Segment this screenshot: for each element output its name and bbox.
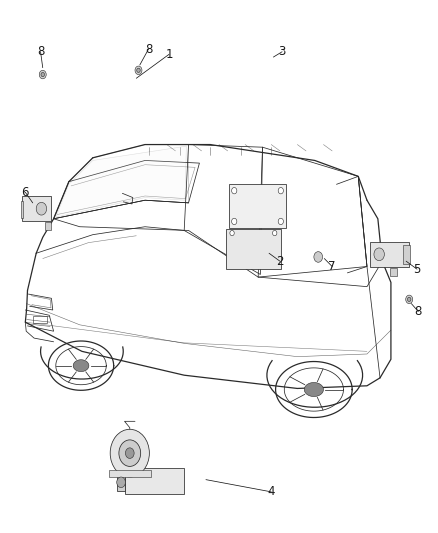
Circle shape <box>41 72 45 77</box>
Polygon shape <box>56 146 186 217</box>
Bar <box>33 317 47 322</box>
Polygon shape <box>304 383 323 397</box>
Circle shape <box>230 230 234 236</box>
Polygon shape <box>22 196 51 221</box>
Text: 4: 4 <box>268 486 275 498</box>
Text: 1: 1 <box>165 48 173 61</box>
Text: 3: 3 <box>279 45 286 58</box>
Text: 2: 2 <box>276 255 284 268</box>
Circle shape <box>314 252 322 262</box>
Circle shape <box>36 203 47 215</box>
Text: 7: 7 <box>328 260 336 273</box>
Circle shape <box>137 68 140 72</box>
Circle shape <box>119 440 141 466</box>
Polygon shape <box>403 245 410 264</box>
Polygon shape <box>371 241 409 266</box>
Text: 8: 8 <box>37 45 44 58</box>
Circle shape <box>406 295 413 304</box>
Text: 8: 8 <box>415 305 422 318</box>
Circle shape <box>278 218 283 224</box>
Circle shape <box>232 218 237 224</box>
Polygon shape <box>226 229 281 269</box>
Circle shape <box>278 188 283 194</box>
Circle shape <box>110 429 149 477</box>
Circle shape <box>117 477 125 488</box>
Text: 8: 8 <box>145 43 152 55</box>
Polygon shape <box>117 473 125 491</box>
Polygon shape <box>229 184 286 228</box>
Polygon shape <box>390 268 396 276</box>
Circle shape <box>39 70 46 79</box>
Polygon shape <box>73 360 89 372</box>
Circle shape <box>125 448 134 458</box>
Polygon shape <box>45 222 51 230</box>
Polygon shape <box>125 468 184 495</box>
Text: 5: 5 <box>413 263 421 276</box>
Circle shape <box>374 248 385 261</box>
Circle shape <box>232 188 237 194</box>
Circle shape <box>407 297 411 302</box>
Circle shape <box>272 230 277 236</box>
Polygon shape <box>109 470 151 477</box>
Circle shape <box>135 66 142 75</box>
Polygon shape <box>21 201 23 217</box>
Text: 6: 6 <box>21 186 29 199</box>
